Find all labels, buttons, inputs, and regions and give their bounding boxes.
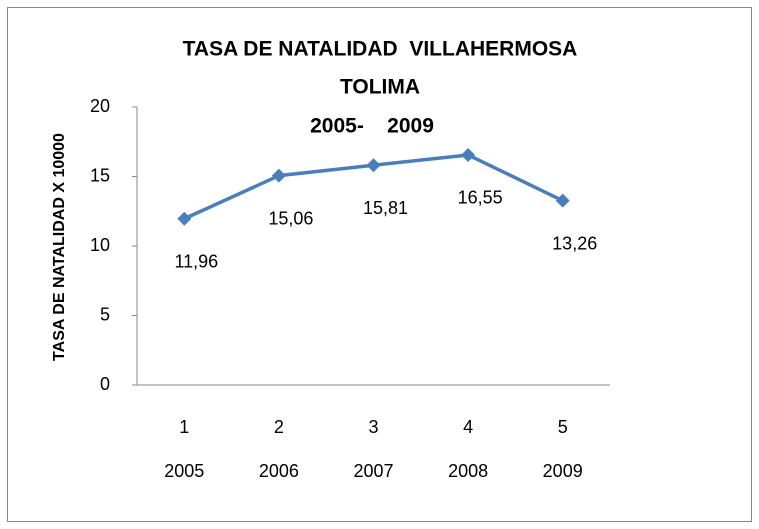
chart-title: TASA DE NATALIDAD VILLAHERMOSA	[183, 38, 578, 61]
x-tick-label: 5	[558, 417, 568, 437]
y-axis-label: TASA DE NATALIDAD X 10000	[51, 133, 68, 361]
y-tick-label: 15	[90, 165, 110, 185]
marker	[366, 158, 381, 173]
y-tick-label: 0	[100, 374, 110, 394]
x-tick-label: 2	[274, 417, 284, 437]
marker	[271, 168, 286, 183]
x-tick-label: 1	[179, 417, 189, 437]
x-tick-label: 4	[463, 417, 473, 437]
x-tick-year: 2008	[448, 461, 488, 481]
y-tick-label: 20	[90, 96, 110, 116]
x-tick-label: 3	[368, 417, 378, 437]
chart-title: TOLIMA	[340, 76, 420, 99]
data-label: 15,81	[363, 198, 408, 218]
chart-frame	[7, 7, 752, 522]
marker	[461, 147, 476, 162]
x-tick-year: 2007	[353, 461, 393, 481]
marker	[177, 211, 192, 226]
x-tick-year: 2005	[164, 461, 204, 481]
data-label: 16,55	[458, 188, 503, 208]
x-tick-year: 2006	[259, 461, 299, 481]
data-label: 11,96	[174, 252, 218, 272]
x-tick-year: 2009	[543, 461, 583, 481]
marker	[555, 193, 570, 208]
y-tick-label: 5	[100, 304, 110, 324]
y-tick-label: 10	[90, 235, 110, 255]
data-label: 13,26	[552, 233, 597, 253]
chart-title: 2005- 2009	[310, 115, 434, 138]
data-label: 15,06	[268, 208, 313, 228]
